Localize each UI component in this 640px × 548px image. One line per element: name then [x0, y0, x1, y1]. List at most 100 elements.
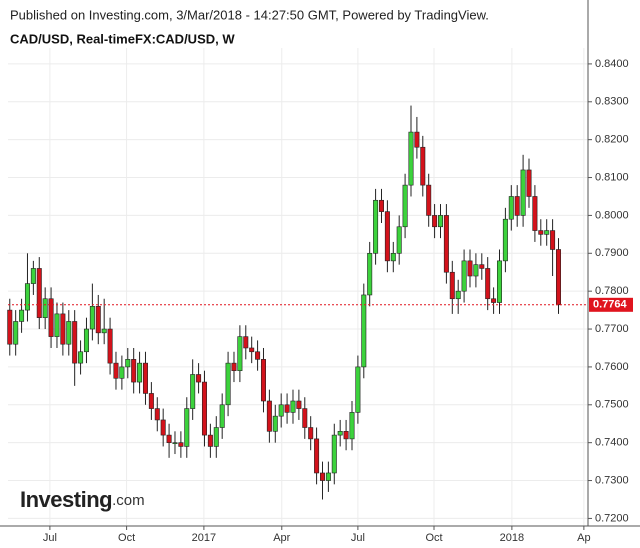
candle-body: [201, 381, 207, 436]
logo: Investing.com: [20, 487, 145, 512]
y-tick-label: 0.7900: [595, 247, 629, 259]
candle-body: [520, 169, 526, 216]
candle-body: [544, 230, 550, 235]
candle-body: [373, 199, 379, 254]
candle-body: [60, 313, 66, 345]
x-tick-label: Oct: [425, 532, 442, 544]
y-tick-label: 0.7600: [595, 361, 629, 373]
candle-body: [196, 374, 202, 383]
candle-body: [30, 268, 36, 284]
candle-body: [207, 434, 213, 447]
candle-body: [154, 408, 160, 421]
candle-body: [390, 252, 396, 262]
candle-body: [278, 404, 284, 417]
candle-body: [331, 434, 337, 474]
candle-body: [461, 260, 467, 292]
y-tick-label: 0.7700: [595, 323, 629, 335]
candle-body: [355, 366, 361, 413]
candle-body: [532, 196, 538, 231]
candle-body: [343, 431, 349, 440]
candle-body: [384, 211, 390, 262]
x-tick-label: 2018: [500, 532, 524, 544]
y-tick-label: 0.8000: [595, 209, 629, 221]
candle-body: [184, 408, 190, 447]
candle-body: [13, 321, 19, 345]
candle-body: [502, 218, 508, 262]
y-tick-label: 0.8300: [595, 96, 629, 108]
candle-body: [319, 472, 325, 481]
candle-body: [426, 184, 432, 216]
candle-body: [260, 359, 266, 402]
candle-body: [349, 412, 355, 440]
candle-body: [467, 260, 473, 277]
candle-body: [24, 283, 30, 311]
candle-body: [272, 415, 278, 432]
candle-body: [131, 359, 137, 383]
candle-body: [119, 366, 125, 379]
candle-body: [473, 264, 479, 277]
candle-body: [420, 146, 426, 186]
candle-body: [296, 400, 302, 409]
candle-body: [225, 362, 231, 406]
candle-body: [249, 347, 255, 353]
candle-body: [36, 268, 42, 318]
candle-body: [190, 374, 196, 409]
y-tick-label: 0.8100: [595, 171, 629, 183]
candle-body: [378, 199, 384, 212]
candle-body: [314, 438, 320, 474]
y-tick-label: 0.7800: [595, 285, 629, 297]
candle-body: [160, 419, 166, 436]
candle-body: [95, 306, 101, 334]
candle-body: [48, 298, 54, 337]
x-tick-label: 2017: [192, 532, 216, 544]
candle-body: [302, 408, 308, 428]
candle-body: [78, 351, 84, 364]
candle-body: [367, 252, 373, 296]
candle-body: [19, 309, 25, 322]
logo-suffix: .com: [112, 492, 145, 509]
y-tick-label: 0.7500: [595, 399, 629, 411]
candle-body: [72, 321, 78, 364]
candle-body: [408, 131, 414, 186]
candle-body: [83, 328, 89, 353]
candle-body: [514, 196, 520, 216]
candle-body: [479, 264, 485, 269]
x-tick-label: Ap: [577, 532, 590, 544]
y-tick-label: 0.7300: [595, 474, 629, 486]
candle-body: [42, 298, 48, 318]
candle-body: [550, 230, 556, 250]
y-tick-label: 0.7400: [595, 437, 629, 449]
candle-body: [491, 298, 497, 303]
candle-body: [178, 442, 184, 447]
x-tick-label: Oct: [118, 532, 135, 544]
candle-body: [508, 196, 514, 220]
candle-body: [172, 442, 178, 444]
y-tick-label: 0.8400: [595, 58, 629, 70]
candle-body: [538, 230, 544, 235]
candle-body: [255, 351, 261, 360]
candle-body: [7, 309, 13, 345]
candle-body: [284, 404, 290, 413]
candle-body: [337, 431, 343, 436]
candle-body: [496, 260, 502, 303]
candle-body: [402, 184, 408, 228]
candle-body: [325, 472, 331, 481]
candle-body: [148, 393, 154, 409]
logo-main: Investing: [20, 487, 112, 512]
header: Published on Investing.com, 3/Mar/2018 -…: [10, 7, 489, 22]
candle-body: [142, 362, 148, 394]
candle-body: [555, 249, 561, 306]
x-tick-label: Apr: [273, 532, 290, 544]
candle-body: [101, 328, 107, 334]
candle-body: [432, 215, 438, 228]
candle-body: [89, 306, 95, 330]
chart-title: CAD/USD, Real-timeFX:CAD/USD, W: [10, 31, 235, 46]
x-tick-label: Jul: [351, 532, 365, 544]
last-price-label: 0.7764: [593, 299, 628, 311]
candle-body: [290, 400, 296, 413]
candle-body: [266, 400, 272, 432]
candle-body: [125, 359, 131, 368]
candle-body: [526, 169, 532, 197]
